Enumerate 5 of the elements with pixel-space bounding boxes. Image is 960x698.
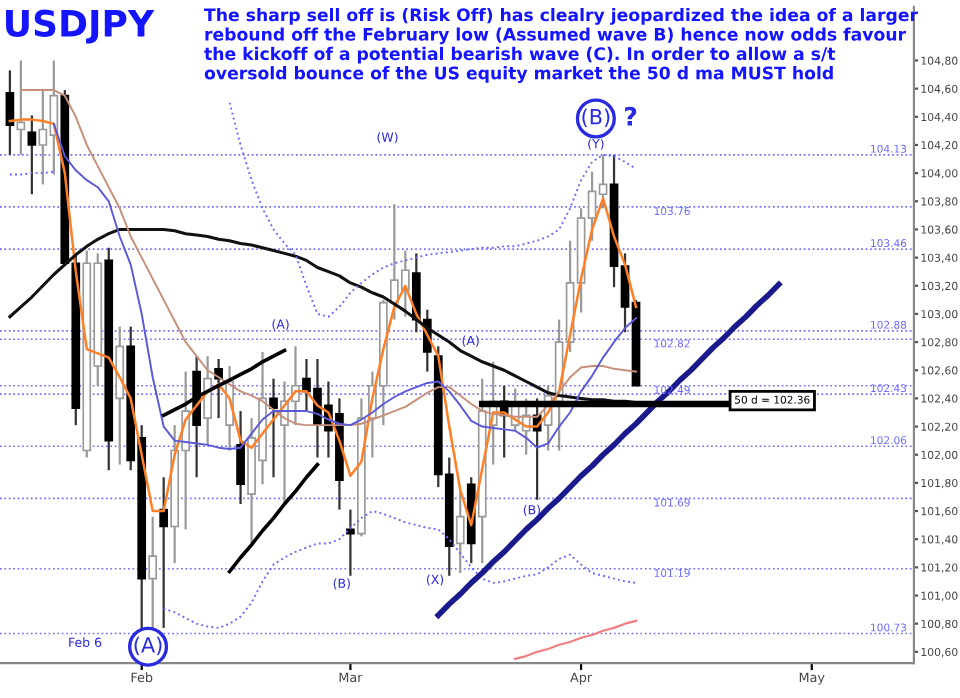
annotation: (A) — [134, 636, 162, 656]
annotation: (B) — [582, 108, 610, 128]
text: The sharp sell off is (Risk Off) has clealry jeopardized the idea of a larger rebound off the February low (Assumed wave B) hence now odds favour the kickoff of a potential bearish wave (C). In order to allow a s/t oversold bounce of the US equity market the 50 d ma MUST hold — [204, 8, 918, 83]
annotation: ? — [625, 106, 637, 126]
chart-title: USDJPY — [6, 9, 155, 44]
